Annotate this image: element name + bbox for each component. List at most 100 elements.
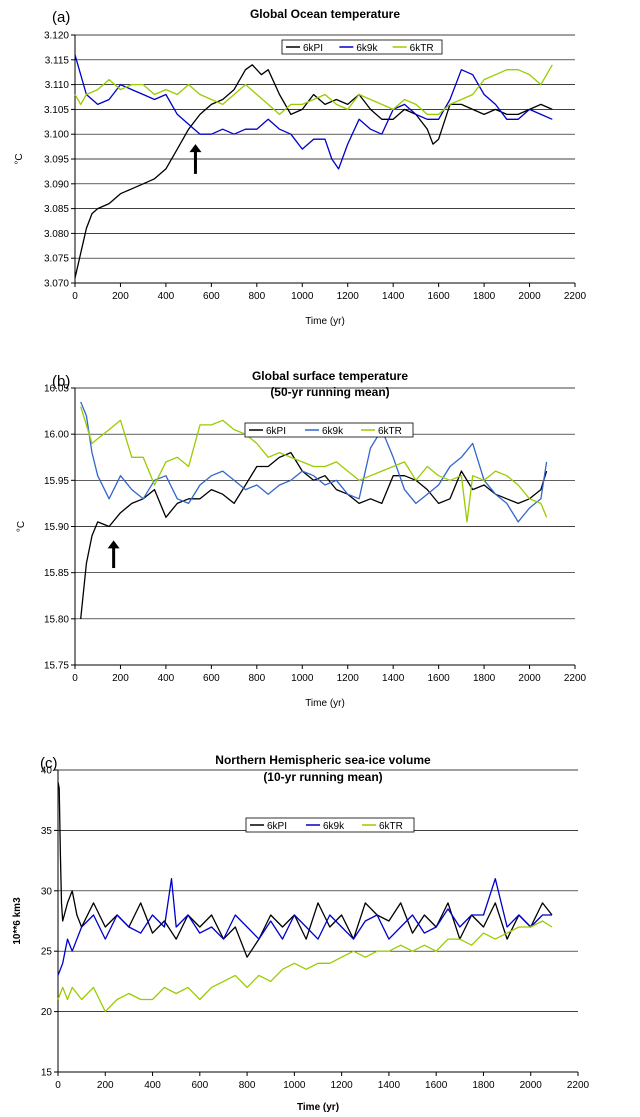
arrow-head: [189, 144, 202, 153]
y-tick-label: 3.090: [44, 179, 69, 190]
x-tick-label: 1400: [382, 673, 405, 684]
x-tick-label: 1600: [425, 1080, 448, 1091]
series-line-6k9k: [80, 401, 548, 523]
chart-title: Global Ocean temperature: [250, 7, 400, 21]
x-tick-label: 800: [248, 673, 265, 684]
x-tick-label: 600: [203, 291, 220, 302]
x-tick-label: 400: [144, 1080, 161, 1091]
y-tick-label: 16.05: [44, 384, 69, 395]
legend: 6kPI 6k9k 6kTR: [281, 39, 443, 55]
x-axis-label: Time (yr): [305, 698, 345, 709]
y-tick-label: 16.00: [44, 430, 69, 441]
y-tick-label: 25: [41, 947, 53, 958]
y-tick-label: 3.120: [44, 31, 69, 42]
series-line-6kPI: [74, 64, 553, 279]
y-tick-label: 15.95: [44, 476, 69, 487]
x-tick-label: 400: [158, 291, 175, 302]
legend-box: [244, 422, 414, 438]
y-tick-label: 40: [41, 766, 53, 777]
x-tick-label: 2000: [518, 673, 541, 684]
x-tick-label: 1200: [331, 1080, 354, 1091]
panel-label: (a): [52, 9, 70, 26]
y-tick-label: 3.085: [44, 204, 69, 215]
legend-label: 6kTR: [378, 426, 402, 437]
legend-label: 6kPI: [303, 43, 323, 54]
x-tick-label: 0: [72, 291, 78, 302]
legend-label: 6k9k: [356, 43, 378, 54]
x-tick-label: 1800: [473, 673, 496, 684]
chart-subtitle: (10-yr running mean): [263, 770, 382, 784]
x-tick-label: 0: [55, 1080, 61, 1091]
series-line-6kTR: [57, 920, 553, 1013]
legend-label: 6kPI: [266, 426, 286, 437]
x-tick-label: 2000: [520, 1080, 543, 1091]
y-tick-label: 15.85: [44, 568, 69, 579]
y-axis-label: °C: [14, 153, 25, 164]
y-tick-label: 3.075: [44, 254, 69, 265]
x-tick-label: 1600: [428, 673, 451, 684]
x-tick-label: 1000: [291, 291, 314, 302]
y-tick-label: 3.095: [44, 155, 69, 166]
y-tick-label: 15.75: [44, 661, 69, 672]
series-line-6k9k: [74, 54, 553, 170]
chart-title: Global surface temperature: [252, 369, 408, 383]
y-axis-label: 10**6 km3: [12, 897, 23, 945]
x-tick-label: 2200: [564, 291, 587, 302]
y-axis-label: °C: [16, 521, 27, 532]
legend-label: 6k9k: [323, 821, 345, 832]
x-tick-label: 1200: [337, 673, 360, 684]
legend-label: 6kTR: [379, 821, 403, 832]
chart-panel-1: 15.75 15.80 15.85 15.90 15.95 16.00 16.05 0 200 4…: [16, 369, 587, 709]
x-tick-label: 1400: [382, 291, 405, 302]
y-tick-label: 15.90: [44, 522, 69, 533]
arrow-head: [107, 540, 120, 549]
y-tick-label: 3.110: [45, 80, 70, 91]
x-tick-label: 1000: [283, 1080, 306, 1091]
x-tick-label: 200: [97, 1080, 114, 1091]
x-axis-label: Time (yr): [305, 316, 345, 327]
x-tick-label: 600: [203, 673, 220, 684]
x-tick-label: 2000: [518, 291, 541, 302]
y-tick-label: 15: [41, 1068, 53, 1079]
y-tick-label: 3.115: [45, 55, 70, 66]
series-line-6k9k: [57, 878, 552, 976]
x-tick-label: 1600: [428, 291, 451, 302]
legend: 6kPI 6k9k 6kTR: [244, 422, 414, 438]
x-tick-label: 800: [239, 1080, 256, 1091]
legend: 6kPI 6k9k 6kTR: [245, 817, 415, 833]
legend-label: 6kPI: [267, 821, 287, 832]
y-tick-label: 15.80: [44, 614, 69, 625]
y-tick-label: 30: [41, 886, 53, 897]
y-tick-label: 3.105: [44, 105, 69, 116]
y-tick-label: 3.100: [44, 130, 69, 141]
x-tick-label: 1800: [473, 291, 496, 302]
x-tick-label: 1400: [378, 1080, 401, 1091]
x-tick-label: 1800: [472, 1080, 495, 1091]
series-line-6kPI: [57, 781, 553, 958]
x-tick-label: 200: [112, 291, 129, 302]
legend-label: 6kTR: [410, 43, 434, 54]
chart-panel-0: 3.070 3.075 3.080 3.085 3.090 3.095 3.100 3.105…: [14, 7, 587, 327]
panel-label: (c): [40, 755, 58, 772]
x-tick-label: 1200: [337, 291, 360, 302]
y-tick-label: 20: [41, 1007, 53, 1018]
legend-box: [281, 39, 443, 55]
x-tick-label: 400: [158, 673, 175, 684]
x-tick-label: 2200: [567, 1080, 590, 1091]
y-tick-label: 3.070: [44, 279, 69, 290]
chart-subtitle: (50-yr running mean): [270, 385, 389, 399]
chart-title: Northern Hemispheric sea-ice volume: [215, 753, 431, 767]
legend-label: 6k9k: [322, 426, 344, 437]
y-tick-label: 3.080: [44, 229, 69, 240]
x-tick-label: 200: [112, 673, 129, 684]
x-tick-label: 0: [72, 673, 78, 684]
series-line-6kTR: [80, 406, 548, 523]
series-line-6kTR: [74, 64, 553, 116]
x-tick-label: 600: [191, 1080, 208, 1091]
x-tick-label: 2200: [564, 673, 587, 684]
x-axis-label: Time (yr): [297, 1102, 339, 1113]
legend-box: [245, 817, 415, 833]
x-tick-label: 1000: [291, 673, 314, 684]
